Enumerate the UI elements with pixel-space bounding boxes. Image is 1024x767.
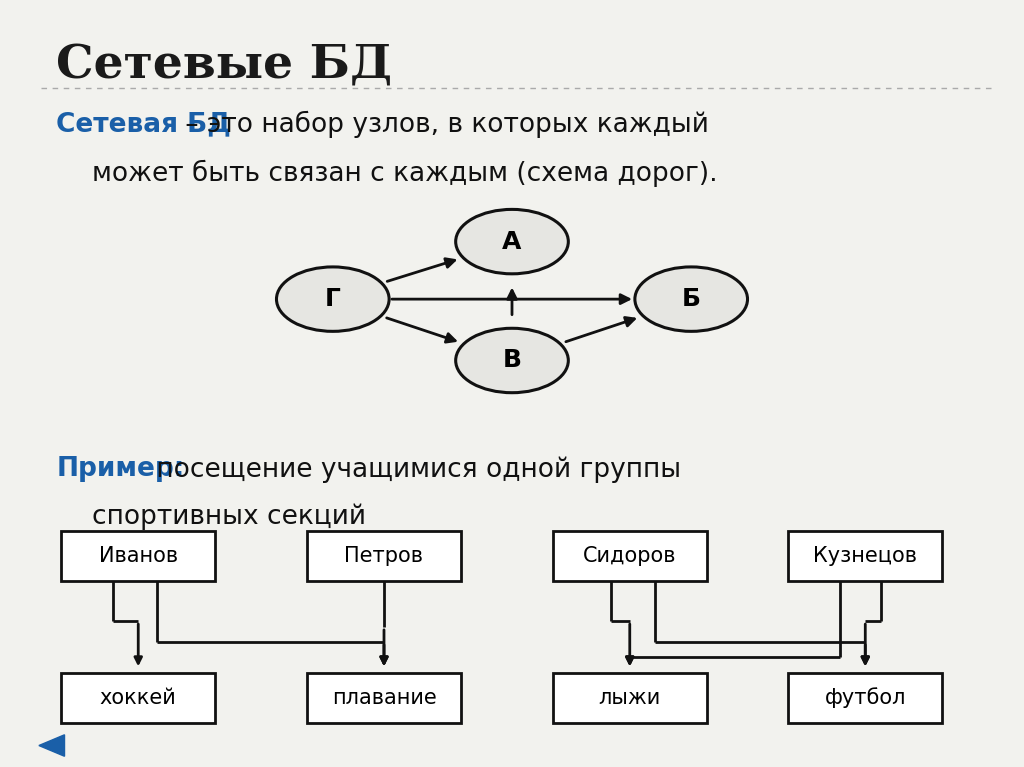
Text: спортивных секций: спортивных секций bbox=[92, 504, 367, 531]
Text: посещение учащимися одной группы: посещение учащимися одной группы bbox=[148, 456, 682, 483]
Text: В: В bbox=[503, 348, 521, 373]
Text: лыжи: лыжи bbox=[599, 688, 660, 708]
Bar bbox=[61, 531, 215, 581]
Text: Сетевая БД: Сетевая БД bbox=[56, 111, 231, 137]
Text: хоккей: хоккей bbox=[100, 688, 176, 708]
Text: Г: Г bbox=[325, 287, 341, 311]
Ellipse shape bbox=[635, 267, 748, 331]
Bar bbox=[553, 531, 707, 581]
Text: Сидоров: Сидоров bbox=[583, 546, 677, 566]
Bar bbox=[307, 531, 461, 581]
Text: Петров: Петров bbox=[344, 546, 424, 566]
Bar bbox=[788, 531, 942, 581]
Polygon shape bbox=[39, 735, 65, 756]
Text: футбол: футбол bbox=[824, 687, 906, 709]
Ellipse shape bbox=[276, 267, 389, 331]
Text: Кузнецов: Кузнецов bbox=[813, 546, 918, 566]
Bar bbox=[307, 673, 461, 723]
Bar bbox=[61, 673, 215, 723]
Text: Б: Б bbox=[682, 287, 700, 311]
Text: Иванов: Иванов bbox=[98, 546, 178, 566]
Bar bbox=[788, 673, 942, 723]
Ellipse shape bbox=[456, 328, 568, 393]
Text: Сетевые БД: Сетевые БД bbox=[56, 42, 392, 88]
Text: Пример:: Пример: bbox=[56, 456, 184, 482]
Text: А: А bbox=[503, 229, 521, 254]
Text: плавание: плавание bbox=[332, 688, 436, 708]
Text: может быть связан с каждым (схема дорог).: может быть связан с каждым (схема дорог)… bbox=[92, 160, 718, 187]
Text: – это набор узлов, в которых каждый: – это набор узлов, в которых каждый bbox=[177, 111, 709, 139]
Bar bbox=[553, 673, 707, 723]
Ellipse shape bbox=[456, 209, 568, 274]
